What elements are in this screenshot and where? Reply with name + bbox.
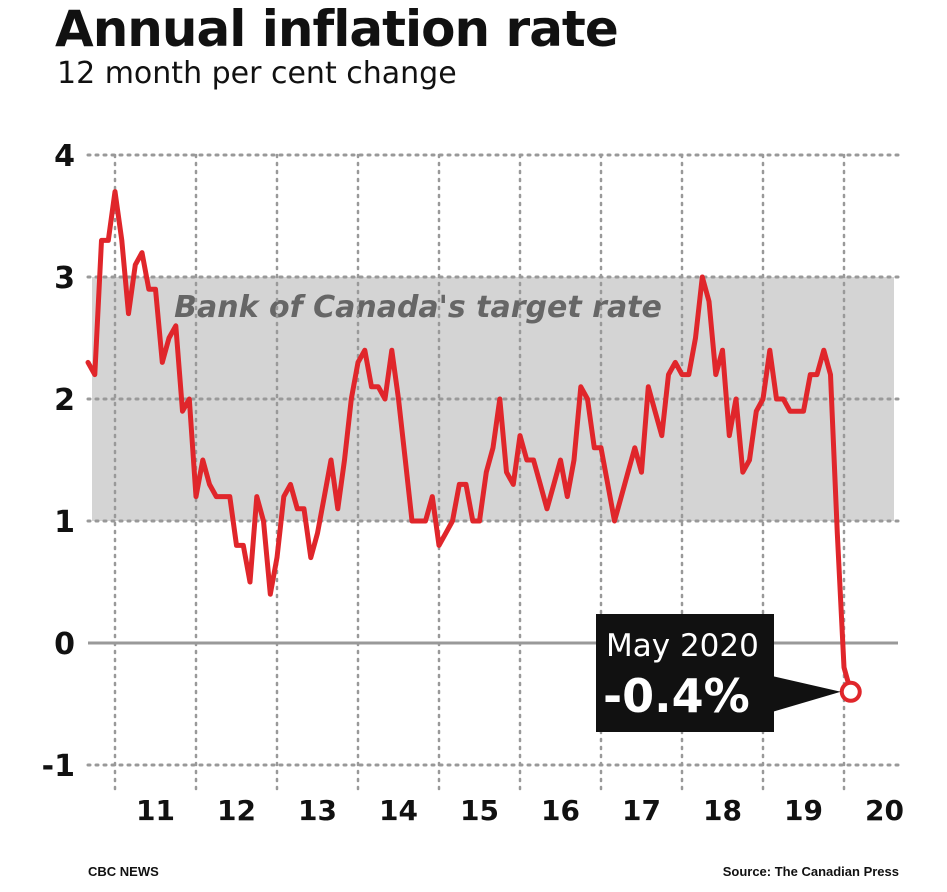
y-tick-label: 0 bbox=[54, 627, 75, 662]
y-tick-label: 2 bbox=[54, 383, 75, 418]
x-tick-label: 16 bbox=[541, 794, 580, 827]
callout-box bbox=[596, 614, 774, 732]
x-tick-label: 18 bbox=[703, 794, 742, 827]
x-tick-label: 20 bbox=[865, 794, 904, 827]
callout-date: May 2020 bbox=[606, 628, 759, 664]
x-tick-label: 19 bbox=[784, 794, 823, 827]
callout-layer: May 2020 -0.4% bbox=[596, 614, 841, 732]
chart-subtitle: 12 month per cent change bbox=[57, 56, 457, 91]
source-label: Source: The Canadian Press bbox=[722, 864, 899, 879]
series-layer bbox=[85, 189, 862, 703]
x-tick-label: 13 bbox=[298, 794, 337, 827]
callout-value: -0.4% bbox=[603, 669, 750, 723]
x-tick-labels: 11 12 13 14 15 16 17 18 19 20 bbox=[136, 794, 904, 827]
x-tick-label: 17 bbox=[622, 794, 661, 827]
last-point-marker bbox=[839, 680, 862, 703]
y-tick-label: -1 bbox=[42, 749, 75, 784]
y-tick-label: 3 bbox=[54, 261, 75, 296]
y-tick-label: 1 bbox=[54, 505, 75, 540]
series-line bbox=[85, 189, 854, 695]
callout-pointer bbox=[772, 676, 841, 712]
credit-label: CBC NEWS bbox=[88, 864, 159, 879]
x-tick-label: 12 bbox=[217, 794, 256, 827]
y-tick-label: 4 bbox=[54, 139, 75, 174]
y-tick-labels: 4 3 2 1 0 -1 bbox=[42, 139, 75, 784]
x-tick-label: 15 bbox=[460, 794, 499, 827]
target-band-label: Bank of Canada's target rate bbox=[174, 290, 662, 325]
x-tick-label: 11 bbox=[136, 794, 175, 827]
x-tick-label: 14 bbox=[379, 794, 418, 827]
chart-title: Annual inflation rate bbox=[55, 0, 619, 58]
